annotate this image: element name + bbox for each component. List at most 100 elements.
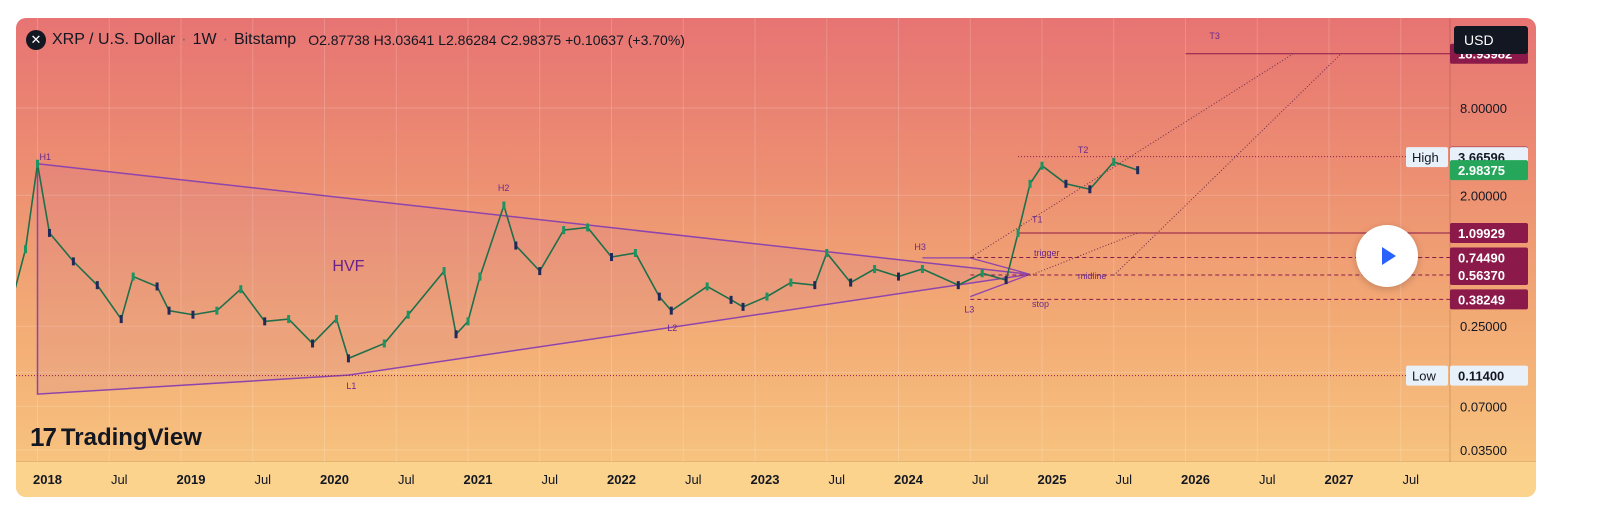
price-point <box>131 272 135 281</box>
annotation-h1: H1 <box>40 152 52 162</box>
time-axis-bg <box>16 462 1536 497</box>
currency-button[interactable]: USD <box>1454 26 1528 54</box>
hvf-pattern <box>36 162 1031 395</box>
price-point <box>586 223 590 232</box>
price-label: 0.38249 <box>1450 289 1528 310</box>
price-point <box>813 281 817 290</box>
price-point <box>167 306 171 315</box>
price-label-bg <box>1450 247 1528 268</box>
separator-dot: · <box>181 31 187 48</box>
play-button[interactable] <box>1356 225 1418 287</box>
time-tick-label: Jul <box>111 472 128 487</box>
price-tick-label: 2.00000 <box>1460 188 1507 203</box>
price-label-value: 0.56370 <box>1458 268 1505 283</box>
price-point <box>538 267 542 276</box>
annotation-h3: H3 <box>914 242 926 252</box>
projection-line <box>969 53 1294 259</box>
price-point <box>287 315 291 324</box>
chart-frame: H1 H2 H3 L1 L2 L3 T1 T2 T3 HVF trigger midline stop 8… <box>16 18 1536 497</box>
grid <box>16 18 1450 462</box>
time-tick-label: Jul <box>398 472 415 487</box>
time-tick-label: 2025 <box>1038 472 1067 487</box>
price-point <box>920 265 924 274</box>
price-label-value: 0.74490 <box>1458 250 1505 265</box>
price-point <box>454 330 458 339</box>
xrp-logo-icon: ✕ <box>26 30 46 50</box>
price-label-bg <box>1450 365 1528 386</box>
price-point <box>239 285 243 294</box>
price-label-value: 0.38249 <box>1458 292 1505 307</box>
price-point <box>95 281 99 290</box>
price-point <box>765 292 769 301</box>
annotation-stop: stop <box>1032 299 1049 309</box>
price-chart[interactable]: H1 H2 H3 L1 L2 L3 T1 T2 T3 HVF trigger midline stop 8… <box>16 18 1536 497</box>
price-point <box>191 310 195 319</box>
time-tick-label: 2022 <box>607 472 636 487</box>
tradingview-logo[interactable]: 17 TradingView <box>30 422 202 453</box>
price-point <box>562 226 566 235</box>
price-point <box>825 248 829 257</box>
price-label-value: 1.09929 <box>1458 226 1505 241</box>
time-tick-label: Jul <box>972 472 989 487</box>
play-icon <box>1382 247 1396 265</box>
projection-line <box>1113 53 1342 276</box>
price-point <box>1016 228 1020 237</box>
price-label: 2.98375 <box>1450 160 1528 181</box>
price-point <box>71 257 75 266</box>
time-tick-label: 2021 <box>464 472 493 487</box>
price-point <box>406 310 410 319</box>
price-tag-bg <box>1406 147 1448 168</box>
price-tick-label: 0.03500 <box>1460 443 1507 458</box>
price-axis[interactable]: 8.000002.000000.250000.120000.070000.035… <box>1406 18 1528 462</box>
price-point <box>1088 185 1092 194</box>
interval-label: 1W <box>192 31 217 48</box>
price-point <box>789 278 793 287</box>
price-label: 0.74490 <box>1450 247 1528 268</box>
time-tick-label: 2023 <box>751 472 780 487</box>
tradingview-mark-icon: 17 <box>30 422 57 452</box>
time-tick-label: 2026 <box>1181 472 1210 487</box>
symbol-header[interactable]: ✕ XRP / U.S. Dollar · 1W · Bitstamp O2.8… <box>26 28 685 52</box>
price-point <box>741 302 745 311</box>
time-tick-label: Jul <box>1259 472 1276 487</box>
projection-line <box>1029 232 1138 276</box>
time-tick-label: 2024 <box>894 472 924 487</box>
price-point <box>263 317 267 326</box>
annotation-t2: T2 <box>1078 145 1089 155</box>
annotation-t3: T3 <box>1209 31 1220 41</box>
price-point <box>24 245 28 254</box>
exchange-label: Bitstamp <box>233 31 297 48</box>
annotation-h2: H2 <box>498 183 510 193</box>
price-point <box>657 292 661 301</box>
time-tick-label: Jul <box>1115 472 1132 487</box>
tradingview-wordmark: TradingView <box>60 423 202 451</box>
price-point <box>873 265 877 274</box>
time-axis[interactable]: 2018 Jul 2019 Jul 2020 Jul 2021 Jul 2022 Jul 2023 J… <box>16 461 1536 497</box>
price-label-bg <box>1450 289 1528 310</box>
price-label-bg <box>1450 222 1528 243</box>
annotation-l2: L2 <box>667 323 677 333</box>
price-point <box>610 253 613 262</box>
price-point <box>1040 161 1044 170</box>
price-line <box>16 160 1138 360</box>
time-tick-label: Jul <box>254 472 271 487</box>
price-point <box>514 241 518 250</box>
price-point <box>1004 276 1008 285</box>
price-point <box>1112 157 1116 166</box>
annotation-l3: L3 <box>964 305 974 315</box>
time-tick-label: Jul <box>541 472 558 487</box>
price-point <box>155 282 159 291</box>
symbol-name: XRP / U.S. Dollar <box>52 31 176 48</box>
price-point <box>215 306 219 315</box>
price-point <box>119 315 123 324</box>
price-point <box>47 228 51 237</box>
price-label: 0.56370 <box>1450 265 1528 286</box>
price-tag-bg <box>1406 365 1448 386</box>
time-tick-label: Jul <box>685 472 702 487</box>
time-tick-label: 2019 <box>177 472 206 487</box>
annotation-trigger: trigger <box>1034 248 1060 258</box>
hvf-triangle <box>36 162 1031 395</box>
price-point <box>502 201 506 210</box>
price-label: 1.09929 <box>1450 222 1528 243</box>
price-label-value: 2.98375 <box>1458 163 1505 178</box>
